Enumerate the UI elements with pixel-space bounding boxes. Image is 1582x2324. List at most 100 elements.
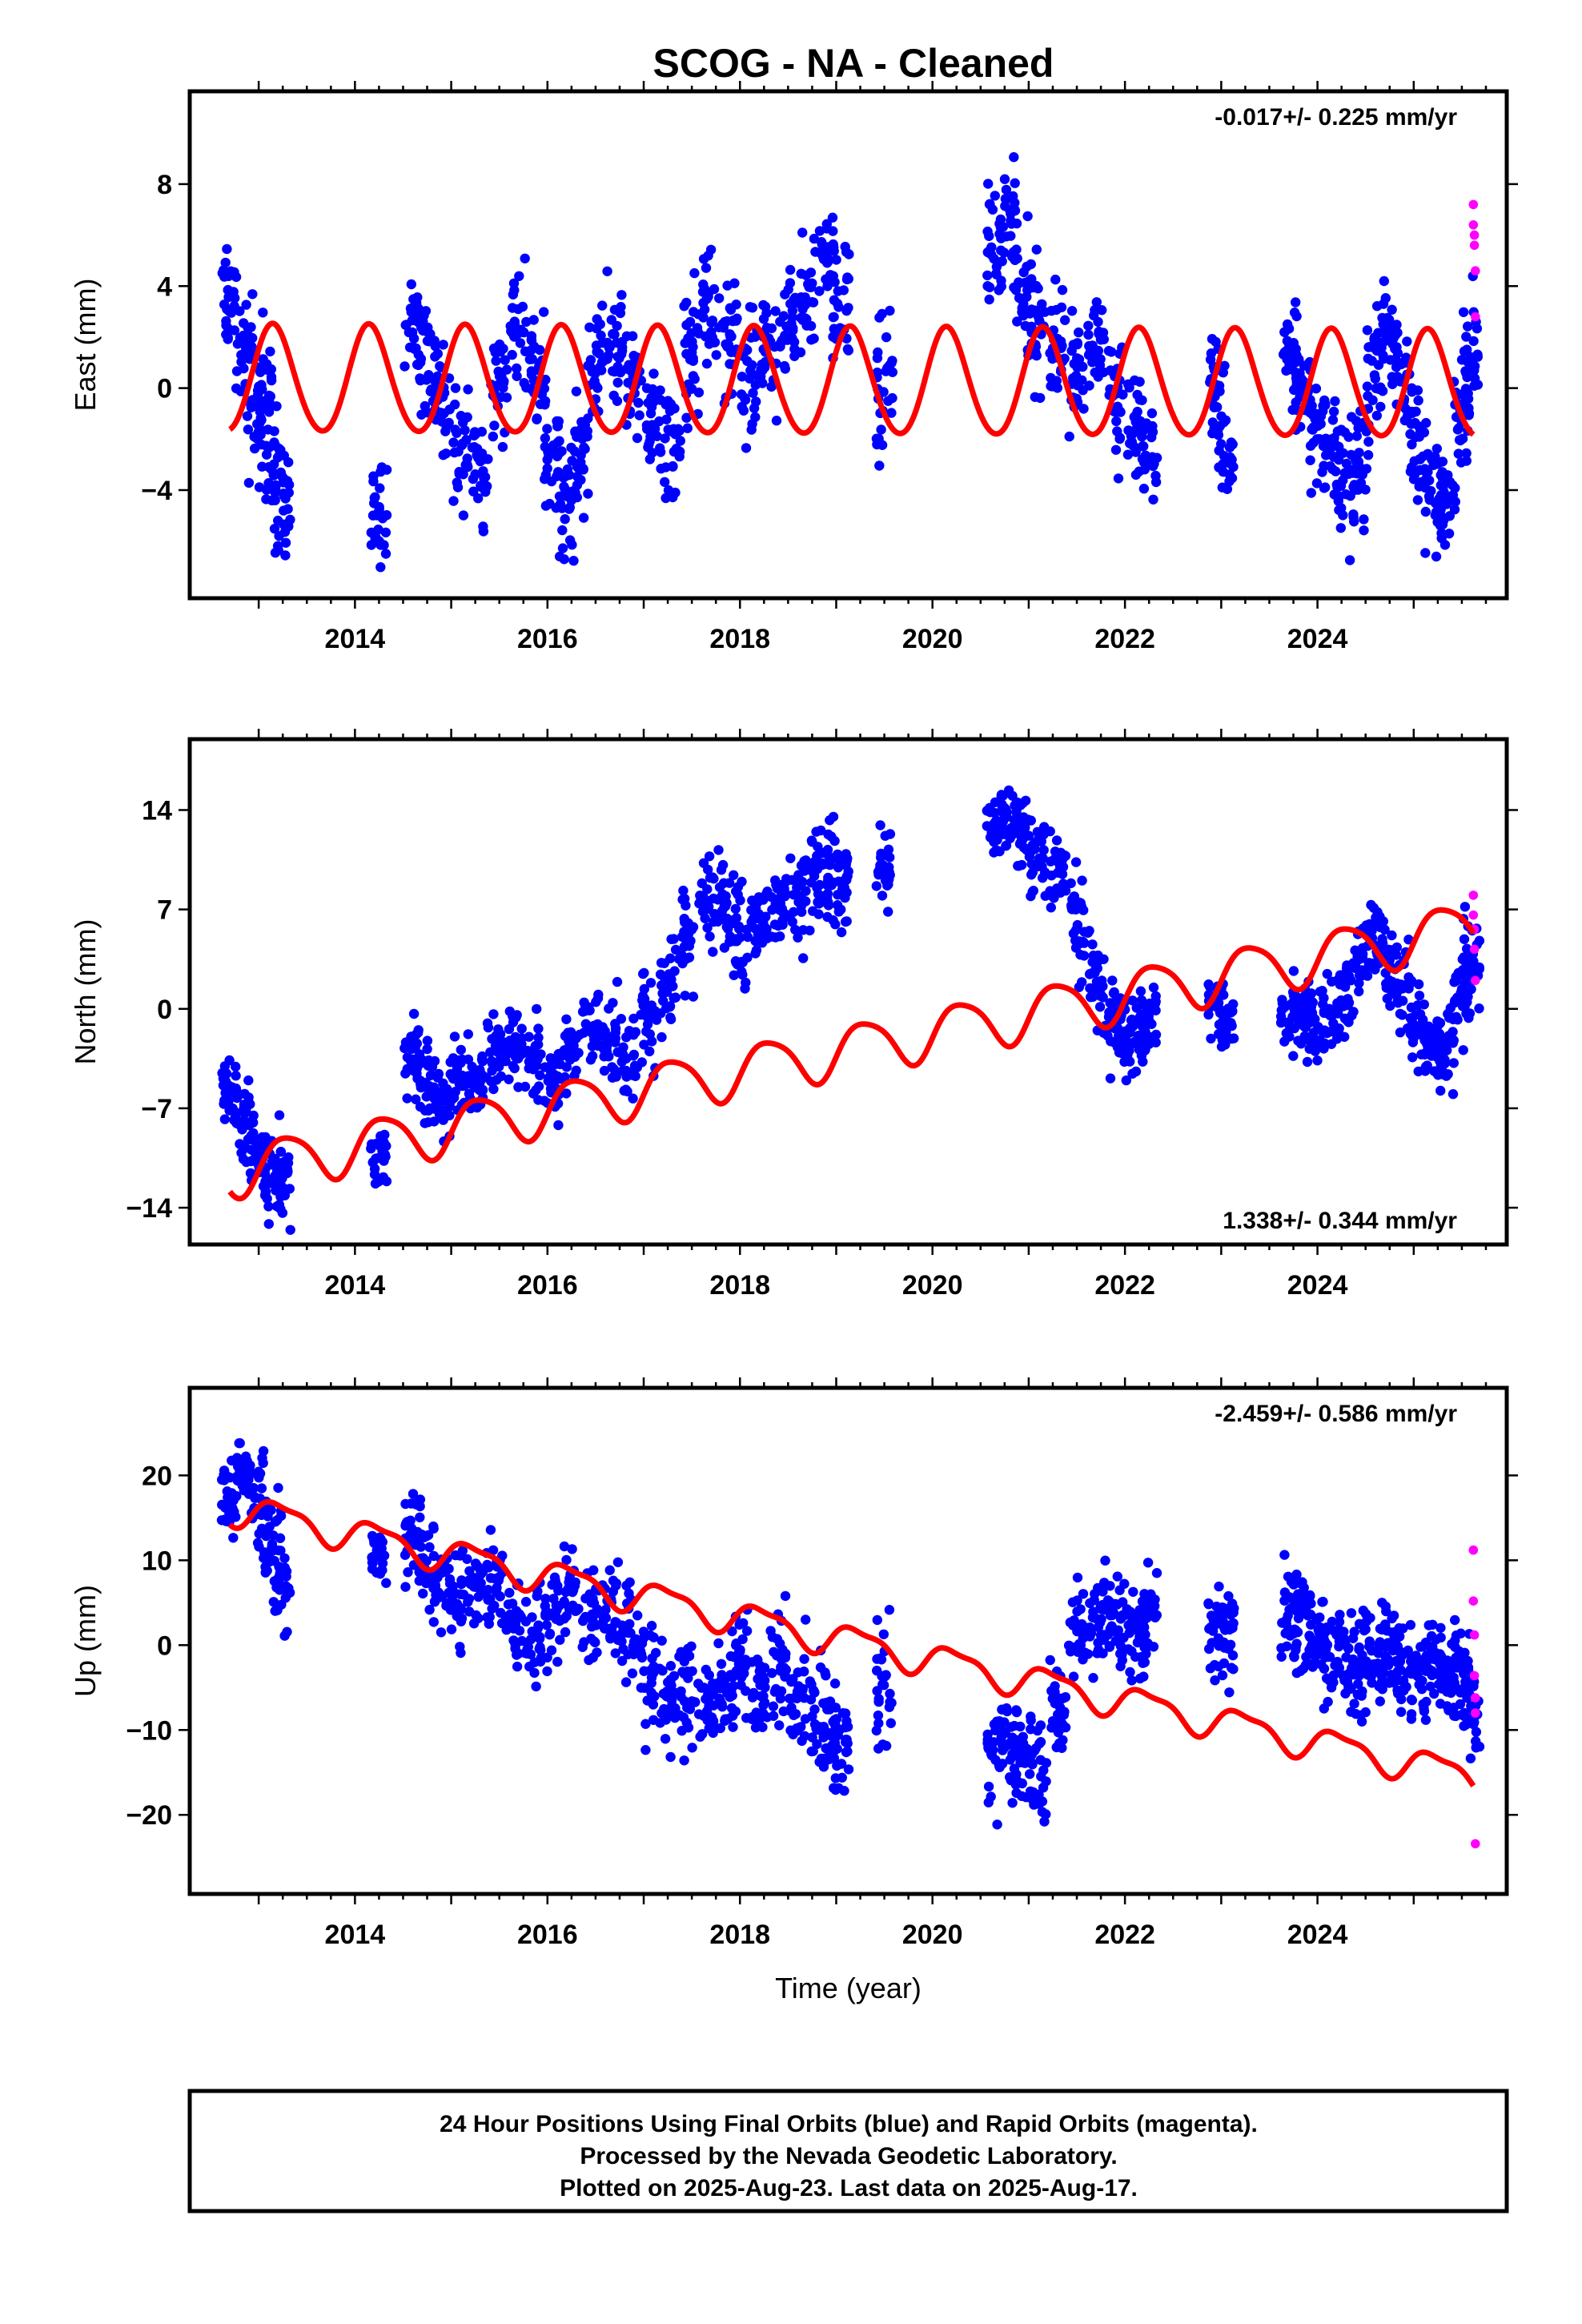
final-orbit-point [1421,417,1431,428]
final-orbit-point [402,1093,412,1104]
final-orbit-point [1054,866,1065,877]
final-orbit-point [719,943,730,953]
final-orbit-point [728,1722,738,1732]
final-orbit-point [488,1084,499,1095]
final-orbit-point [219,1061,231,1072]
final-orbit-point [507,349,517,360]
final-orbit-point [428,1523,439,1534]
final-orbit-point [428,1550,440,1562]
final-orbit-point [275,1147,287,1157]
final-orbit-point [740,983,750,994]
final-orbit-point [991,845,1002,855]
final-orbit-point [1144,1031,1154,1042]
final-orbit-point [1224,1687,1235,1698]
final-orbit-point [770,899,781,910]
final-orbit-point [1338,448,1348,458]
final-orbit-point [366,1144,376,1154]
final-orbit-point [1219,360,1230,371]
final-orbit-point [408,1008,420,1019]
final-orbit-point [783,284,793,295]
final-orbit-point [1000,201,1010,211]
final-orbit-point [432,348,443,359]
final-orbit-point [1134,395,1146,405]
final-orbit-point [219,265,229,275]
final-orbit-point [1289,308,1300,318]
final-orbit-point [283,504,293,514]
final-orbit-point [708,947,718,957]
final-orbit-point [485,1525,496,1535]
final-orbit-point [841,1747,852,1758]
final-orbit-point [1090,304,1100,316]
final-orbit-point [639,1666,649,1676]
final-orbit-point [886,408,897,418]
final-orbit-point [270,495,280,505]
final-orbit-point [528,315,539,325]
final-orbit-point [424,1604,435,1615]
final-orbit-point [1034,316,1045,326]
final-orbit-point [1118,1597,1128,1607]
final-orbit-point [797,227,808,238]
final-orbit-point [247,289,258,300]
final-orbit-point [542,424,552,434]
final-orbit-point [243,1097,254,1108]
final-orbit-point [1294,354,1304,364]
final-orbit-point [1026,1758,1038,1768]
final-orbit-point [806,835,817,846]
final-orbit-point [1410,432,1421,443]
final-orbit-point [421,1092,432,1102]
final-orbit-point [261,494,271,505]
final-orbit-point [616,302,626,312]
final-orbit-point [481,1072,492,1083]
final-orbit-point [628,1070,638,1081]
final-orbit-point [1371,410,1383,421]
final-orbit-point [1351,958,1361,968]
final-orbit-point [460,460,471,470]
final-orbit-point [704,1692,714,1703]
final-orbit-point [711,350,721,360]
final-orbit-point [366,527,376,538]
final-orbit-point [404,327,414,338]
final-orbit-point [604,1565,615,1575]
final-orbit-point [1146,432,1157,443]
final-orbit-point [674,1651,685,1662]
final-orbit-point [878,1629,889,1640]
final-orbit-point [799,1654,809,1664]
final-orbit-point [1305,1017,1315,1027]
final-orbit-point [1117,1650,1127,1660]
final-orbit-point [1025,308,1036,318]
final-orbit-point [746,905,757,915]
final-orbit-point [999,1717,1010,1727]
final-orbit-point [532,413,542,424]
final-orbit-point [1363,353,1374,364]
final-orbit-point [829,242,839,252]
final-orbit-point [504,1587,515,1598]
final-orbit-point [368,476,379,487]
rapid-orbit-point [1471,975,1480,986]
final-orbit-point [1001,231,1012,242]
final-orbit-point [541,1620,552,1630]
final-orbit-point [731,1638,741,1649]
final-orbit-point [876,852,886,863]
final-orbit-point [807,866,817,876]
final-orbit-point [509,319,520,330]
final-orbit-point [1022,211,1033,222]
final-orbit-point [843,303,853,313]
final-orbit-point [1375,401,1386,412]
final-orbit-point [450,383,461,393]
final-orbit-point [665,1751,676,1763]
final-orbit-point [371,1545,382,1556]
final-orbit-point [1046,870,1057,881]
final-orbit-point [253,1147,263,1158]
final-orbit-point [456,411,466,421]
final-orbit-point [1096,1614,1106,1625]
final-orbit-point [509,332,520,342]
final-orbit-point [1325,461,1335,472]
final-orbit-point [560,1072,570,1083]
final-orbit-point [1463,959,1473,970]
final-orbit-point [757,938,768,948]
final-orbit-point [634,410,644,420]
final-orbit-point [281,1571,291,1582]
final-orbit-point [461,435,472,445]
final-orbit-point [801,855,811,866]
